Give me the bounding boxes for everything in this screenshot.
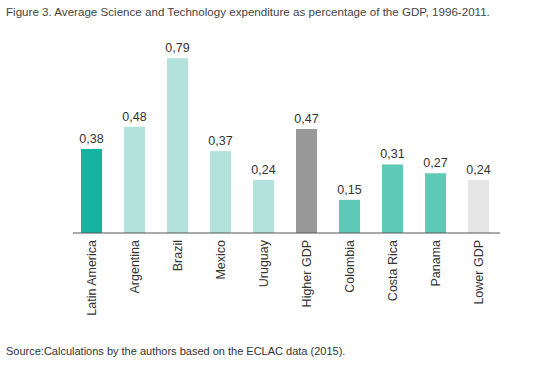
category-label: Mexico: [214, 240, 228, 280]
title: Figure 3. Average Science and Technology…: [6, 5, 490, 18]
category-label: Uruguay: [257, 239, 271, 287]
chart: Figure 3. Average Science and Technology…: [0, 0, 556, 366]
bar: [296, 129, 317, 233]
bar: [81, 149, 102, 233]
category-label: Higher GDP: [300, 240, 314, 307]
category-label: Brazil: [171, 240, 185, 271]
data-label: 0,37: [208, 134, 232, 148]
data-label: 0,79: [165, 41, 189, 55]
data-label: 0,27: [423, 156, 447, 170]
bar: [339, 200, 360, 233]
source: Source:Calculations by the authors based…: [6, 345, 345, 357]
data-label: 0,31: [380, 147, 404, 161]
bar: [124, 127, 145, 233]
bar: [210, 151, 231, 233]
bar: [167, 58, 188, 233]
data-label: 0,38: [79, 132, 103, 146]
bar: [253, 180, 274, 233]
data-label: 0,24: [251, 163, 275, 177]
bar: [468, 180, 489, 233]
category-label: Argentina: [128, 240, 142, 294]
data-label: 0,47: [294, 112, 318, 126]
data-label: 0,24: [466, 163, 490, 177]
data-label: 0,15: [337, 183, 361, 197]
data-label: 0,48: [122, 110, 146, 124]
category-label: Panama: [429, 240, 443, 287]
bars: [81, 58, 489, 233]
bar: [425, 173, 446, 233]
x-axis-line: [73, 233, 500, 234]
bar: [382, 164, 403, 233]
category-label: Lower GDP: [472, 240, 486, 305]
category-label: Latin America: [85, 240, 99, 316]
category-label: Costa Rica: [386, 240, 400, 301]
category-label: Colombia: [343, 240, 357, 293]
